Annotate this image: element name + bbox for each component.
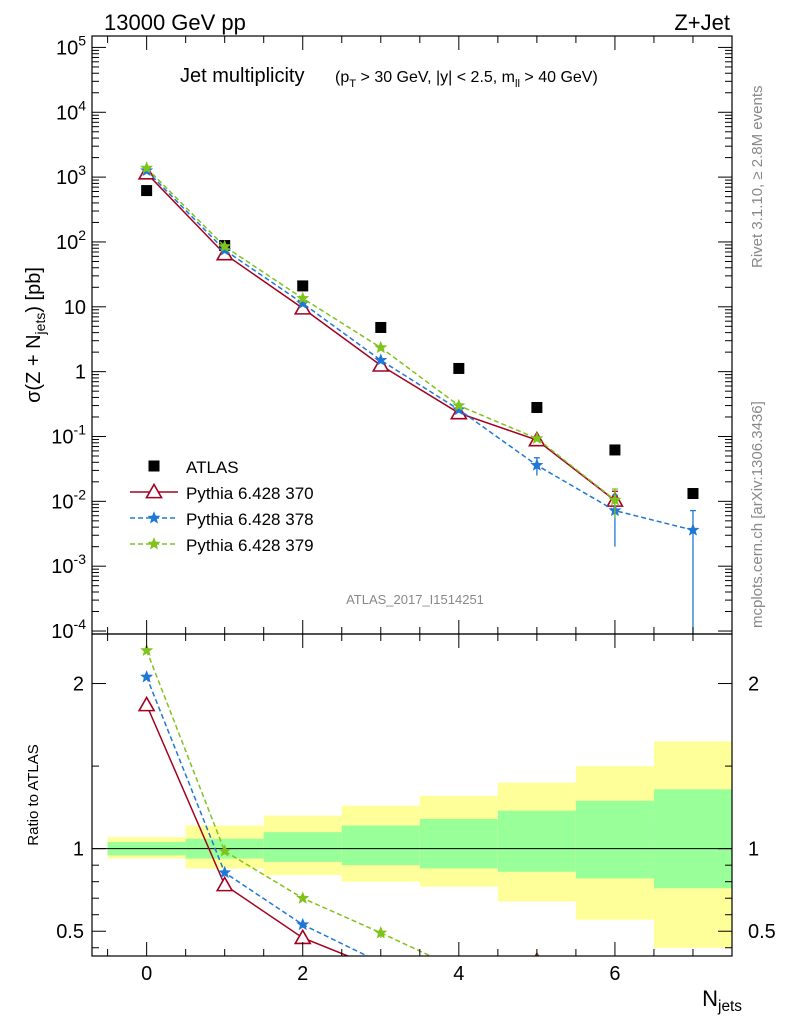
main-y-tick-label: 10: [64, 297, 86, 319]
main-y-tick-label: 10-3: [51, 551, 86, 578]
main-y-tick-label: 102: [56, 227, 86, 254]
main-y-tick-label: 1: [75, 362, 86, 384]
main-y-tick-label: 104: [56, 97, 86, 124]
atlas-point: [609, 444, 621, 456]
main-series-line: [146, 167, 616, 501]
ratio-y-tick-label: 0.5: [56, 921, 84, 943]
main-y-axis-label: σ(Z + Njets​) [pb]: [23, 267, 48, 403]
main-series-line: [146, 172, 616, 502]
atlas-point: [297, 280, 309, 292]
chart-title: Jet multiplicity: [180, 65, 304, 87]
main-y-tick-label: 10-1: [51, 421, 86, 448]
ratio-y-tick-label: 1: [748, 839, 759, 861]
main-series-2: [140, 163, 700, 634]
ratio-series-layer: [137, 643, 540, 956]
pythia-point: [530, 458, 544, 471]
pythia-point: [686, 523, 700, 536]
ratio-point: [380, 955, 381, 956]
header-right-label: Z+Jet: [674, 10, 730, 35]
pythia-point: [374, 353, 388, 366]
ratio-y-tick-label: 2: [748, 674, 759, 696]
legend-item: ATLAS: [148, 458, 239, 477]
atlas-point: [531, 401, 543, 413]
ratio-y-axis-label: Ratio to ATLAS: [25, 744, 42, 845]
legend-marker: [147, 511, 161, 524]
x-axis-label: Njets​: [702, 986, 742, 1015]
legend-marker: [148, 460, 160, 472]
ratio-point: [374, 926, 388, 939]
x-tick-label: 6: [609, 963, 620, 985]
pythia-point: [296, 291, 310, 304]
analysis-id-label: ATLAS_2017_I1514251: [346, 592, 484, 607]
pythia-point: [452, 402, 466, 416]
x-tick-label: 4: [453, 963, 464, 985]
ratio-inner-band: [341, 825, 420, 866]
ratio-inner-band: [653, 789, 732, 889]
main-y-tick-label: 10-4: [51, 616, 86, 643]
legend-item: Pythia 6.428 379: [130, 536, 314, 555]
header-left-label: 13000 GeV pp: [104, 10, 246, 35]
ratio-point: [218, 865, 232, 879]
ratio-y-tick-label: 1: [73, 839, 84, 861]
ratio-point: [218, 844, 232, 857]
legend-label: ATLAS: [186, 458, 239, 477]
ratio-point: [296, 917, 310, 931]
ratio-inner-band: [497, 810, 576, 872]
chart-title-cuts: (pT​ > 30 GeV, |y| < 2.5, mll​ > 40 GeV): [335, 69, 598, 90]
legend-marker: [147, 537, 161, 550]
ratio-inner-band: [263, 832, 342, 862]
legend-label: Pythia 6.428 378: [186, 510, 314, 529]
pythia-point: [374, 340, 388, 354]
pythia-point: [371, 356, 390, 372]
ratio-point: [215, 875, 234, 892]
legend-item: Pythia 6.428 378: [130, 510, 314, 529]
pythia-point: [530, 431, 544, 445]
pythia-point: [218, 239, 232, 253]
ratio-axis-ticks: 0.5 0.5 1 1 2 2 0 2 4 6: [56, 634, 776, 985]
main-y-tick-label: 105: [56, 32, 86, 59]
main-series-3: [140, 161, 622, 519]
ratio-inner-band: [575, 800, 654, 879]
main-series-layer: [137, 161, 700, 634]
ratio-y-tick-label: 0.5: [748, 921, 776, 943]
legend-label: Pythia 6.428 370: [186, 484, 314, 503]
ratio-point: [140, 670, 154, 683]
atlas-point: [141, 185, 153, 197]
ratio-series-line: [145, 676, 369, 956]
main-y-tick-label: 10-2: [51, 486, 86, 513]
ratio-bands-layer: [107, 741, 732, 948]
main-y-tick-label: 103: [56, 162, 86, 189]
rivet-version-label: Rivet 3.1.10, ≥ 2.8M events: [749, 86, 766, 269]
atlas-point: [453, 362, 465, 374]
pythia-point: [452, 398, 466, 412]
atlas-point: [375, 321, 387, 333]
ratio-series-1: [140, 670, 381, 956]
x-tick-label: 0: [141, 963, 152, 985]
ratio-point: [296, 891, 310, 904]
mcplots-label: mcplots.cern.ch [arXiv:1306.3436]: [749, 401, 766, 628]
pythia-point: [608, 493, 622, 506]
atlas-point: [687, 488, 699, 500]
legend: ATLAS Pythia 6.428 370 Pythia 6.428 378 Pyt…: [130, 458, 314, 555]
ratio-point: [137, 695, 156, 712]
ratio-point: [140, 643, 154, 657]
pythia-point: [293, 299, 312, 315]
ratio-series-2: [140, 643, 539, 956]
legend-marker: [145, 482, 163, 499]
ratio-inner-band: [419, 818, 498, 869]
main-series-line: [146, 170, 694, 531]
ratio-plot-frame: [91, 633, 733, 957]
legend-item: Pythia 6.428 370: [130, 482, 314, 503]
x-tick-label: 2: [297, 963, 308, 985]
pythia-point: [140, 161, 154, 174]
ratio-series-0: [137, 695, 540, 956]
main-series-0: [141, 185, 699, 500]
ratio-panel: 0.5 0.5 1 1 2 2 0 2 4 6 Ratio to ATLAS Njets​: [25, 633, 776, 1015]
legend-label: Pythia 6.428 379: [186, 536, 314, 555]
ratio-point: [293, 928, 312, 945]
ratio-y-tick-label: 2: [73, 674, 84, 696]
